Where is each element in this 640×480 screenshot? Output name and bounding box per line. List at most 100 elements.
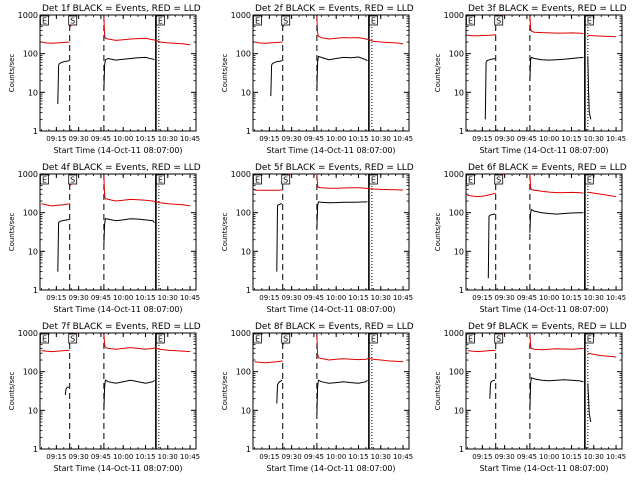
y-tick-label: 10: [241, 406, 251, 415]
marker-box: [253, 333, 262, 344]
x-tick-label: 09:45: [91, 294, 111, 302]
x-tick-label: 09:45: [517, 135, 537, 143]
marker-label-E: E: [587, 17, 592, 26]
y-tick-label: 1: [459, 445, 464, 454]
panel-title: Det 6f BLACK = Events, RED = LLD: [468, 163, 627, 173]
x-tick-label: 10:30: [158, 135, 178, 143]
plot-frame: [465, 14, 623, 132]
events-series-line: [489, 379, 495, 399]
x-tick-label: 10:45: [606, 294, 626, 302]
marker-label-E: E: [371, 335, 376, 344]
events-series-line: [316, 55, 368, 90]
lld-series-line: [254, 360, 283, 364]
y-tick-label: 100: [236, 209, 251, 218]
lld-series-line: [155, 347, 191, 353]
events-series-line: [587, 56, 592, 120]
y-tick-label: 100: [23, 50, 38, 59]
x-axis-label: Start Time (14-Oct-11 08:07:00): [479, 305, 608, 314]
lld-series-line: [368, 357, 404, 363]
lld-series-line: [41, 203, 70, 207]
x-tick-label: 10:45: [180, 453, 200, 461]
lld-series-line: [467, 349, 496, 353]
x-tick-label: 09:30: [69, 294, 89, 302]
panel-title: Det 9f BLACK = Events, RED = LLD: [468, 322, 627, 332]
x-tick-label: 10:00: [539, 453, 559, 461]
marker-label-E: E: [158, 176, 163, 185]
y-tick-label: 1: [33, 445, 38, 454]
y-tick-label: 10: [454, 247, 464, 256]
marker-label-E: E: [42, 335, 47, 344]
x-axis-label: Start Time (14-Oct-11 08:07:00): [266, 146, 395, 155]
plot-frame: [39, 332, 197, 450]
x-tick-label: 09:15: [472, 453, 492, 461]
marker-box: [281, 174, 291, 185]
lld-series-line: [316, 173, 369, 190]
lld-series-line: [254, 41, 283, 44]
lld-series-line: [529, 333, 584, 351]
x-tick-label: 09:15: [46, 294, 66, 302]
marker-label-E: E: [42, 17, 47, 26]
plot-frame: [252, 332, 410, 450]
marker-label-S: S: [70, 17, 75, 26]
events-series-line: [270, 60, 282, 97]
x-tick-label: 09:45: [517, 294, 537, 302]
x-tick-label: 10:45: [180, 294, 200, 302]
y-tick-label: 10: [28, 247, 38, 256]
x-tick-label: 10:00: [113, 453, 133, 461]
marker-box: [494, 174, 504, 185]
detector-panel: Det 9f BLACK = Events, RED = LLD Counts/s…: [434, 322, 627, 473]
y-tick-label: 1000: [444, 170, 464, 179]
panel-title: Det 4f BLACK = Events, RED = LLD: [42, 163, 201, 173]
plot-frame: [465, 173, 623, 291]
x-tick-label: 10:00: [326, 294, 346, 302]
marker-box: [68, 15, 78, 26]
y-tick-label: 10: [241, 247, 251, 256]
x-tick-label: 10:30: [371, 135, 391, 143]
x-axis-label: Start Time (14-Oct-11 08:07:00): [266, 464, 395, 473]
marker-box: [155, 15, 165, 26]
x-tick-label: 09:30: [282, 294, 302, 302]
lld-series-line: [103, 175, 157, 203]
marker-label-E: E: [587, 335, 592, 344]
y-tick-label: 1: [33, 127, 38, 136]
marker-box: [584, 333, 594, 344]
marker-box: [466, 333, 475, 344]
marker-box: [584, 174, 594, 185]
lld-series-line: [41, 349, 70, 353]
detector-panel: Det 4f BLACK = Events, RED = LLD Counts/s…: [8, 163, 201, 314]
events-series-line: [103, 218, 155, 245]
marker-label-E: E: [255, 176, 260, 185]
marker-label-E: E: [468, 335, 473, 344]
panel-title: Det 2f BLACK = Events, RED = LLD: [255, 4, 414, 14]
x-tick-label: 09:15: [259, 453, 279, 461]
marker-box: [68, 174, 78, 185]
y-tick-label: 100: [236, 368, 251, 377]
plot-frame: [252, 14, 410, 132]
marker-box: [253, 174, 262, 185]
marker-label-E: E: [371, 17, 376, 26]
marker-box: [494, 15, 504, 26]
x-tick-label: 10:30: [371, 453, 391, 461]
x-axis-label: Start Time (14-Oct-11 08:07:00): [479, 146, 608, 155]
y-axis-label: Counts/sec: [221, 54, 229, 93]
plot-frame: [252, 173, 410, 291]
y-axis-label: Counts/sec: [8, 372, 16, 411]
y-tick-label: 100: [449, 50, 464, 59]
lld-series-line: [467, 192, 496, 198]
marker-box: [281, 15, 291, 26]
y-tick-label: 1: [459, 127, 464, 136]
lld-series-line: [368, 39, 404, 45]
y-tick-label: 1: [246, 445, 251, 454]
y-axis-label: Counts/sec: [8, 213, 16, 252]
x-tick-label: 10:45: [606, 453, 626, 461]
x-tick-label: 10:30: [158, 453, 178, 461]
detector-panel: Det 3f BLACK = Events, RED = LLD Counts/s…: [434, 4, 627, 155]
y-axis-label: Counts/sec: [221, 213, 229, 252]
marker-box: [40, 174, 49, 185]
detector-panel: Det 1f BLACK = Events, RED = LLD Counts/s…: [8, 4, 201, 155]
y-tick-label: 1000: [18, 170, 38, 179]
x-tick-label: 09:30: [495, 453, 515, 461]
marker-label-E: E: [255, 17, 260, 26]
plot-frame: [465, 332, 623, 450]
x-tick-label: 10:15: [561, 453, 581, 461]
